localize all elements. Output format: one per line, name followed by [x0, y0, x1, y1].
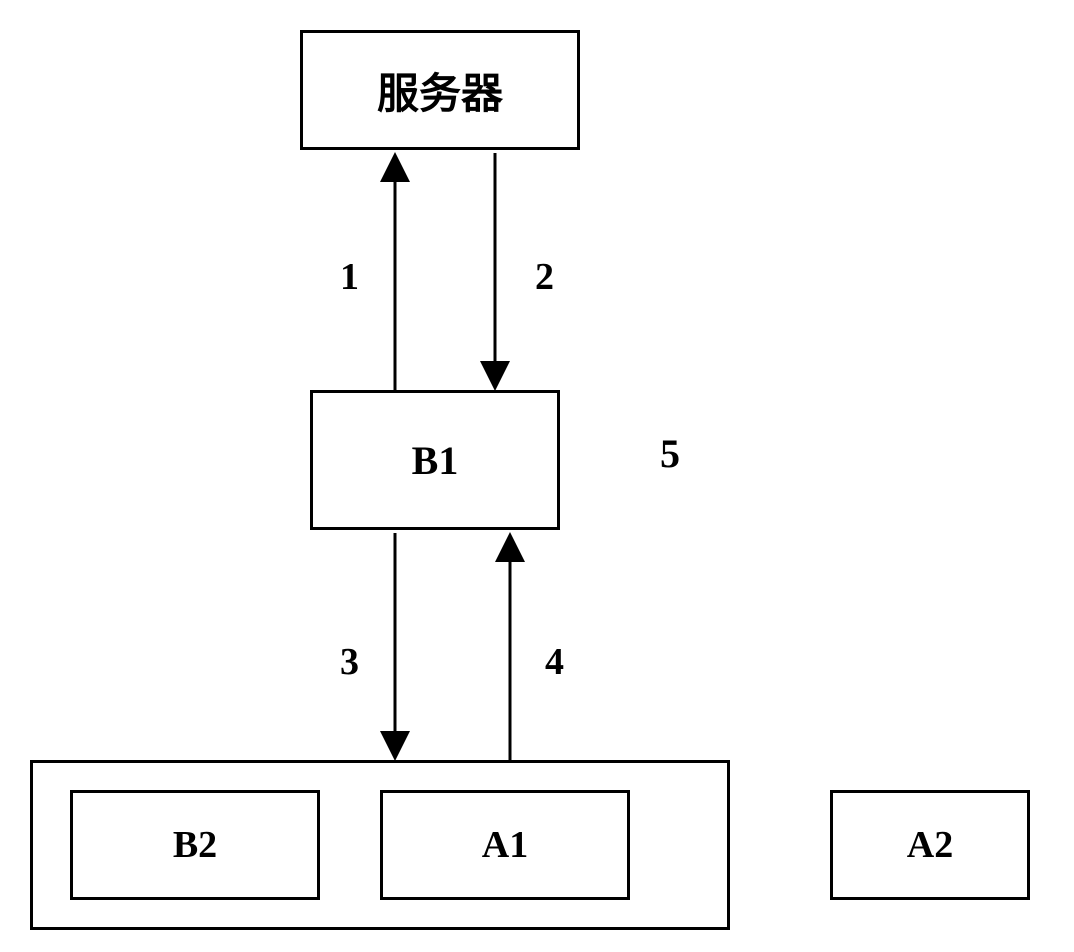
- node-a1: A1: [380, 790, 630, 900]
- edge-label-1: 1: [340, 255, 359, 299]
- node-server: 服务器: [300, 30, 580, 150]
- floating-label-5: 5: [660, 430, 680, 477]
- node-server-label: 服务器: [377, 60, 503, 121]
- diagram-container: 服务器 B1 B2 A1 A2 1 2 3 4 5: [0, 0, 1074, 952]
- edge-label-4: 4: [545, 640, 564, 684]
- node-a1-label: A1: [482, 823, 528, 867]
- node-b2-label: B2: [173, 823, 217, 867]
- node-a2-label: A2: [907, 823, 953, 867]
- node-b2: B2: [70, 790, 320, 900]
- edge-label-2: 2: [535, 255, 554, 299]
- node-a2: A2: [830, 790, 1030, 900]
- edge-label-3: 3: [340, 640, 359, 684]
- node-b1-label: B1: [412, 437, 459, 484]
- node-b1: B1: [310, 390, 560, 530]
